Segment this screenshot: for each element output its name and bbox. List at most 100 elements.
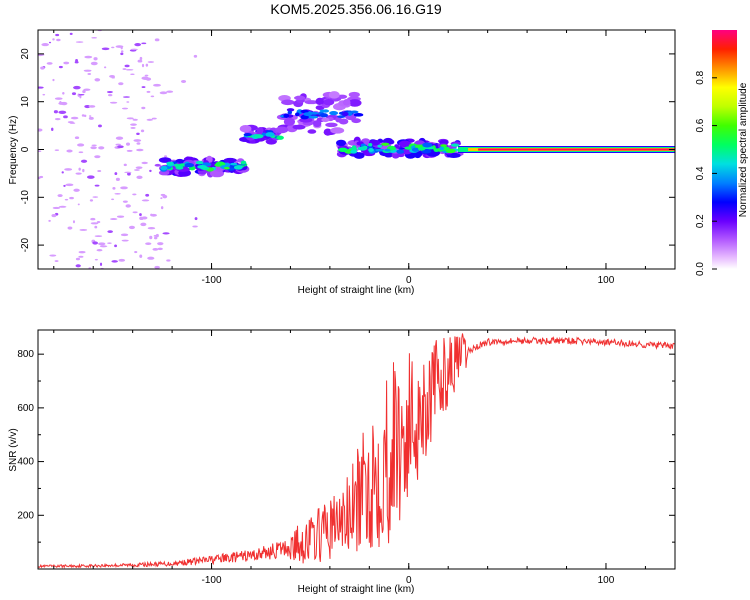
y-tick-label: -20 xyxy=(20,237,31,252)
noise-blob xyxy=(92,196,99,198)
noise-blob xyxy=(41,42,49,47)
noise-blob xyxy=(66,149,73,153)
noise-blob xyxy=(111,198,115,201)
noise-blob xyxy=(94,78,101,82)
noise-blob xyxy=(58,205,67,208)
noise-blob xyxy=(134,42,142,47)
noise-blob xyxy=(130,123,137,126)
noise-blob xyxy=(141,42,147,45)
noise-blob xyxy=(78,250,86,254)
noise-blob xyxy=(96,220,101,224)
band-blob xyxy=(293,95,306,101)
noise-blob xyxy=(83,114,87,118)
noise-blob xyxy=(98,146,105,150)
band-blob xyxy=(292,124,306,130)
noise-blob xyxy=(65,183,74,187)
noise-blob xyxy=(116,215,125,218)
band-blob xyxy=(396,152,405,158)
noise-blob xyxy=(122,68,127,70)
noise-blob xyxy=(120,50,124,53)
noise-blob xyxy=(149,169,152,173)
band-core xyxy=(215,161,226,167)
band-core xyxy=(224,166,230,170)
band-core xyxy=(319,113,328,118)
noise-blob xyxy=(132,118,138,121)
noise-blob xyxy=(152,248,159,251)
noise-blob xyxy=(124,64,130,68)
noise-blob xyxy=(136,132,140,136)
colorbar-tick-label: 0.4 xyxy=(695,166,706,180)
band-core xyxy=(184,163,195,168)
noise-blob xyxy=(73,188,80,192)
band-blob xyxy=(335,139,347,147)
noise-blob xyxy=(52,78,55,82)
noise-blob xyxy=(56,38,61,42)
noise-blob xyxy=(75,264,81,268)
noise-blob xyxy=(63,184,66,187)
noise-blob xyxy=(136,142,141,145)
noise-blob xyxy=(54,260,59,262)
noise-blob xyxy=(115,136,124,140)
noise-blob xyxy=(82,168,85,173)
band-blob xyxy=(281,99,295,106)
noise-blob xyxy=(58,65,63,69)
noise-blob xyxy=(120,233,129,237)
band-core xyxy=(337,115,346,119)
colorbar-label: Normalized spectral amplitude xyxy=(738,82,749,217)
noise-blob xyxy=(132,211,138,214)
band-core xyxy=(377,144,383,148)
noise-blob xyxy=(92,241,99,245)
band-core xyxy=(368,143,373,147)
noise-blob xyxy=(126,142,130,146)
noise-blob xyxy=(127,172,131,176)
band-core xyxy=(329,111,339,116)
noise-blob xyxy=(126,149,133,152)
noise-blob xyxy=(151,117,157,120)
colorbar: 0.0 0.2 0.4 0.6 0.8 Normalized spectral ampl… xyxy=(695,30,749,276)
spectrogram-ylabel: Frequency (Hz) xyxy=(8,116,19,185)
band-core xyxy=(240,160,247,165)
band-core xyxy=(368,147,374,152)
band-blob xyxy=(256,127,264,135)
band-core xyxy=(160,165,168,171)
noise-blob xyxy=(159,91,168,95)
x-tick-label: -100 xyxy=(202,575,222,586)
noise-blob xyxy=(48,41,52,44)
noise-blob xyxy=(164,155,168,158)
spectrogram-heatmap xyxy=(38,30,675,269)
band-core xyxy=(230,162,238,166)
noise-blob xyxy=(145,63,149,67)
noise-blob xyxy=(133,139,142,142)
band-core xyxy=(375,148,385,152)
noise-blob xyxy=(74,136,80,140)
band-blob xyxy=(158,157,172,163)
noise-blob xyxy=(130,48,138,51)
noise-blob xyxy=(75,172,82,175)
snr-panel: -100 0 100 200 400 600 800 Height of straight … xyxy=(8,329,676,595)
noise-blob xyxy=(55,33,60,37)
y-tick-label: 0 xyxy=(20,146,31,152)
snr-ylabel: SNR (v/v) xyxy=(8,428,19,471)
noise-blob xyxy=(77,143,85,147)
noise-blob xyxy=(135,166,143,169)
colorbar-tick-label: 0.6 xyxy=(695,118,706,132)
band-blob xyxy=(312,120,322,128)
noise-blob xyxy=(146,118,153,121)
y-tick-label: 600 xyxy=(17,403,34,414)
noise-blob xyxy=(73,85,81,90)
noise-blob xyxy=(115,45,124,48)
colorbar-tick-label: 0.0 xyxy=(695,262,706,276)
noise-blob xyxy=(90,146,97,150)
noise-blob xyxy=(160,197,163,200)
noise-blob xyxy=(128,225,135,230)
band-core xyxy=(451,143,460,147)
noise-blob xyxy=(111,76,115,79)
colorbar-gradient xyxy=(712,30,737,269)
noise-blob xyxy=(64,168,73,171)
snr-xlabel: Height of straight line (km) xyxy=(298,584,415,595)
noise-blob xyxy=(94,258,98,261)
noise-blob xyxy=(75,41,84,43)
noise-blob xyxy=(154,163,161,167)
noise-blob xyxy=(67,226,73,230)
noise-blob xyxy=(75,257,81,261)
